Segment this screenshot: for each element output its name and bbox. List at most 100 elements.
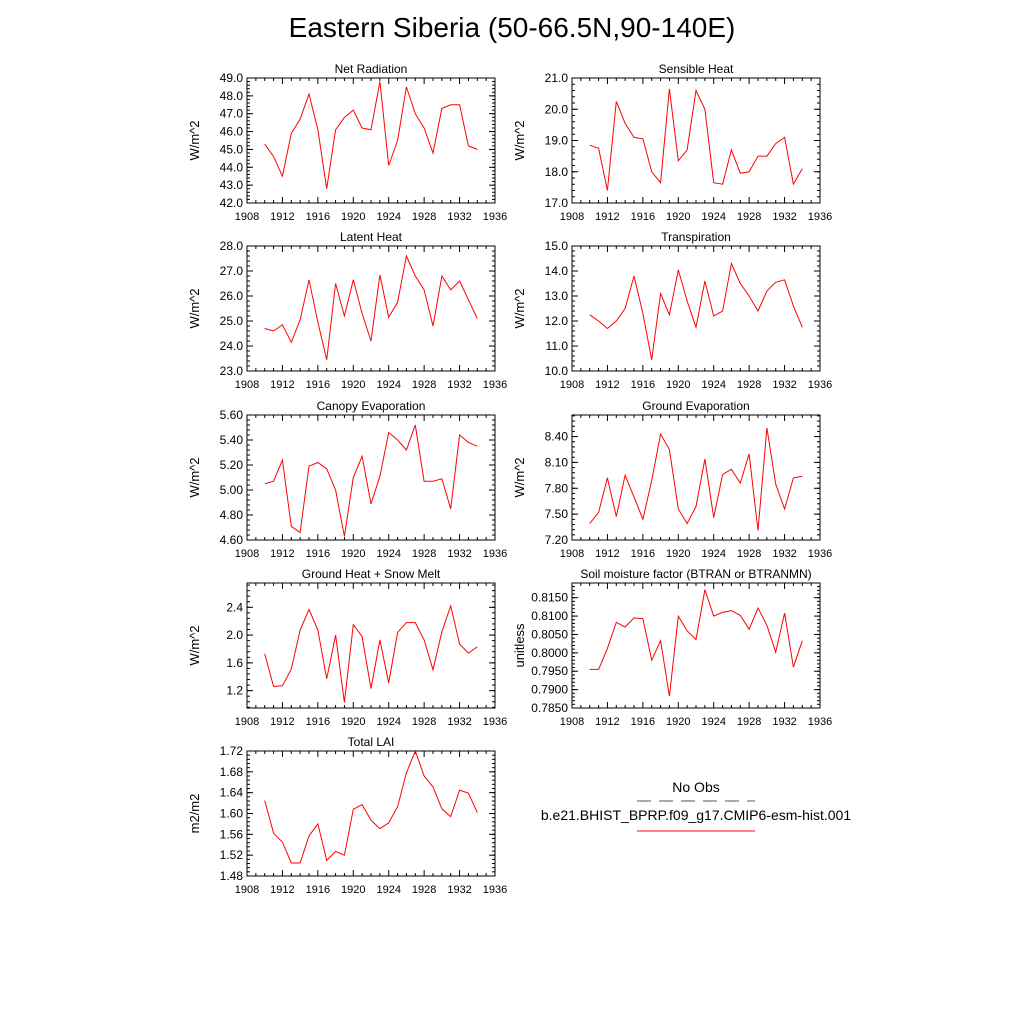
x-tick-label: 1936 bbox=[808, 211, 832, 223]
x-tick-label: 1920 bbox=[341, 211, 365, 223]
x-tick-label: 1916 bbox=[631, 548, 655, 560]
y-tick-label: 1.68 bbox=[220, 765, 244, 779]
x-tick-label: 1916 bbox=[631, 211, 655, 223]
panel-title: Latent Heat bbox=[340, 230, 403, 244]
x-tick-label: 1916 bbox=[631, 379, 655, 391]
x-tick-label: 1936 bbox=[483, 379, 507, 391]
y-tick-label: 15.0 bbox=[545, 239, 569, 253]
y-tick-label: 1.6 bbox=[226, 656, 243, 670]
x-tick-label: 1924 bbox=[701, 716, 725, 728]
y-tick-label: 28.0 bbox=[220, 239, 244, 253]
legend: No Obs b.e21.BHIST_BPRP.f09_g17.CMIP6-es… bbox=[541, 779, 851, 832]
y-tick-label: 5.60 bbox=[220, 408, 244, 422]
y-tick-label: 1.56 bbox=[220, 827, 244, 841]
x-tick-label: 1916 bbox=[306, 884, 330, 896]
y-tick-label: 20.0 bbox=[545, 102, 569, 116]
plot-frame bbox=[246, 750, 496, 877]
x-tick-label: 1916 bbox=[306, 211, 330, 223]
y-tick-label: 47.0 bbox=[220, 107, 244, 121]
y-tick-label: 0.7850 bbox=[531, 701, 568, 715]
x-tick-label: 1908 bbox=[235, 884, 259, 896]
chart-panel: Ground Heat + Snow Melt W/m^2 1908 1912 1916… bbox=[187, 567, 507, 728]
plot-frame bbox=[246, 245, 496, 372]
chart-panel: Transpiration W/m^2 1908 1912 1916 1920 1924 19… bbox=[512, 230, 832, 391]
y-tick-label: 26.0 bbox=[220, 289, 244, 303]
y-tick-label: 4.80 bbox=[220, 508, 244, 522]
x-tick-label: 1920 bbox=[341, 884, 365, 896]
y-tick-label: 4.60 bbox=[220, 533, 244, 547]
x-tick-label: 1928 bbox=[737, 211, 761, 223]
x-tick-label: 1932 bbox=[447, 884, 471, 896]
y-tick-label: 11.0 bbox=[546, 339, 569, 353]
x-tick-label: 1908 bbox=[560, 716, 584, 728]
y-tick-label: 19.0 bbox=[545, 134, 569, 148]
y-tick-label: 1.64 bbox=[220, 786, 244, 800]
y-tick-label: 48.0 bbox=[220, 89, 244, 103]
y-tick-label: 14.0 bbox=[545, 264, 569, 278]
y-tick-label: 46.0 bbox=[220, 125, 244, 139]
y-tick-label: 13.0 bbox=[545, 289, 569, 303]
chart-panel: Ground Evaporation W/m^2 1908 1912 1916 1920 1… bbox=[512, 399, 832, 560]
y-tick-label: 1.2 bbox=[226, 684, 243, 698]
figure-title: Eastern Siberia (50-66.5N,90-140E) bbox=[288, 12, 736, 43]
plot-frame bbox=[246, 77, 496, 204]
y-tick-label: 49.0 bbox=[220, 71, 244, 85]
x-tick-label: 1932 bbox=[447, 211, 471, 223]
y-tick-label: 27.0 bbox=[220, 264, 244, 278]
x-tick-label: 1912 bbox=[270, 548, 294, 560]
x-tick-label: 1908 bbox=[235, 211, 259, 223]
x-tick-label: 1928 bbox=[412, 884, 436, 896]
x-tick-label: 1916 bbox=[306, 716, 330, 728]
y-tick-label: 0.8100 bbox=[531, 609, 568, 623]
panel-title: Net Radiation bbox=[335, 62, 408, 76]
y-tick-label: 5.20 bbox=[220, 458, 244, 472]
series-line bbox=[589, 261, 803, 360]
y-tick-label: 45.0 bbox=[220, 142, 244, 156]
y-tick-label: 24.0 bbox=[220, 339, 244, 353]
x-tick-label: 1912 bbox=[595, 716, 619, 728]
y-tick-label: 8.10 bbox=[545, 455, 569, 469]
x-tick-label: 1908 bbox=[235, 716, 259, 728]
plot-frame bbox=[246, 582, 496, 709]
y-tick-label: 44.0 bbox=[220, 160, 244, 174]
x-tick-label: 1924 bbox=[376, 716, 400, 728]
y-tick-label: 1.60 bbox=[220, 807, 244, 821]
x-tick-label: 1908 bbox=[560, 211, 584, 223]
x-tick-label: 1912 bbox=[595, 379, 619, 391]
x-tick-label: 1924 bbox=[376, 211, 400, 223]
y-tick-label: 8.40 bbox=[545, 430, 569, 444]
y-tick-label: 21.0 bbox=[545, 71, 569, 85]
y-tick-label: 7.80 bbox=[545, 481, 569, 495]
x-tick-label: 1912 bbox=[270, 379, 294, 391]
chart-panel: Soil moisture factor (BTRAN or BTRANMN) u… bbox=[512, 567, 832, 728]
x-tick-label: 1936 bbox=[483, 716, 507, 728]
y-tick-label: 0.7900 bbox=[531, 683, 568, 697]
x-tick-label: 1912 bbox=[270, 211, 294, 223]
legend-obs-label: No Obs bbox=[672, 779, 719, 795]
y-tick-label: 43.0 bbox=[220, 178, 244, 192]
x-tick-label: 1920 bbox=[341, 379, 365, 391]
y-tick-label: 10.0 bbox=[545, 364, 569, 378]
series-line bbox=[264, 749, 478, 864]
x-tick-label: 1932 bbox=[447, 716, 471, 728]
legend-model-label: b.e21.BHIST_BPRP.f09_g17.CMIP6-esm-hist.… bbox=[541, 807, 851, 823]
x-tick-label: 1908 bbox=[560, 548, 584, 560]
x-tick-label: 1912 bbox=[595, 548, 619, 560]
chart-panel: Total LAI m2/m2 1908 1912 1916 1920 1924 1928 19… bbox=[187, 735, 507, 896]
x-tick-label: 1924 bbox=[701, 211, 725, 223]
x-tick-label: 1936 bbox=[808, 548, 832, 560]
series-line bbox=[589, 589, 803, 697]
y-tick-label: 18.0 bbox=[545, 165, 569, 179]
series-line bbox=[264, 254, 478, 360]
panel-title: Total LAI bbox=[348, 735, 395, 749]
x-tick-label: 1916 bbox=[306, 379, 330, 391]
series-line bbox=[264, 424, 478, 537]
y-tick-label: 5.40 bbox=[220, 433, 244, 447]
y-axis-label: W/m^2 bbox=[187, 288, 202, 328]
panel-title: Soil moisture factor (BTRAN or BTRANMN) bbox=[580, 567, 811, 581]
x-tick-label: 1932 bbox=[772, 211, 796, 223]
series-line bbox=[264, 81, 478, 189]
x-tick-label: 1932 bbox=[772, 548, 796, 560]
x-tick-label: 1924 bbox=[701, 548, 725, 560]
